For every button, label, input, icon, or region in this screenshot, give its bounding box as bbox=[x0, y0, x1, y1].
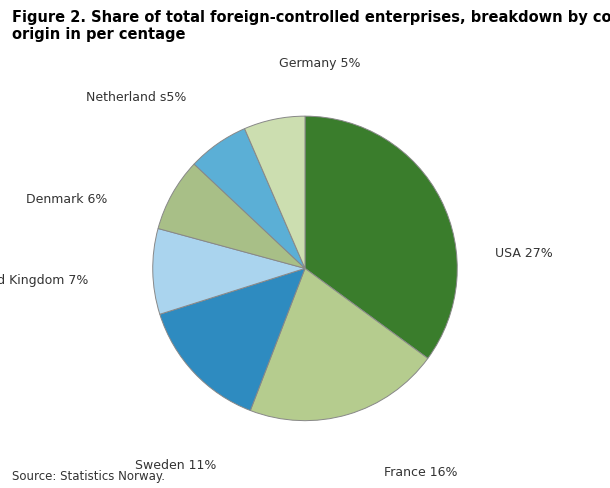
Wedge shape bbox=[160, 268, 305, 410]
Wedge shape bbox=[305, 116, 458, 358]
Text: Germany 5%: Germany 5% bbox=[279, 58, 361, 70]
Text: Sweden 11%: Sweden 11% bbox=[135, 459, 217, 472]
Text: United Kingdom 7%: United Kingdom 7% bbox=[0, 274, 89, 287]
Text: Source: Statistics Norway.: Source: Statistics Norway. bbox=[12, 470, 165, 483]
Text: France 16%: France 16% bbox=[384, 467, 458, 479]
Wedge shape bbox=[194, 129, 305, 268]
Text: USA 27%: USA 27% bbox=[495, 246, 553, 260]
Text: Netherland s5%: Netherland s5% bbox=[86, 91, 186, 104]
Text: Figure 2. Share of total foreign-controlled enterprises, breakdown by country
or: Figure 2. Share of total foreign-control… bbox=[12, 10, 610, 42]
Wedge shape bbox=[158, 164, 305, 268]
Wedge shape bbox=[152, 228, 305, 314]
Text: Denmark 6%: Denmark 6% bbox=[26, 193, 107, 206]
Wedge shape bbox=[245, 116, 305, 268]
Wedge shape bbox=[250, 268, 428, 421]
